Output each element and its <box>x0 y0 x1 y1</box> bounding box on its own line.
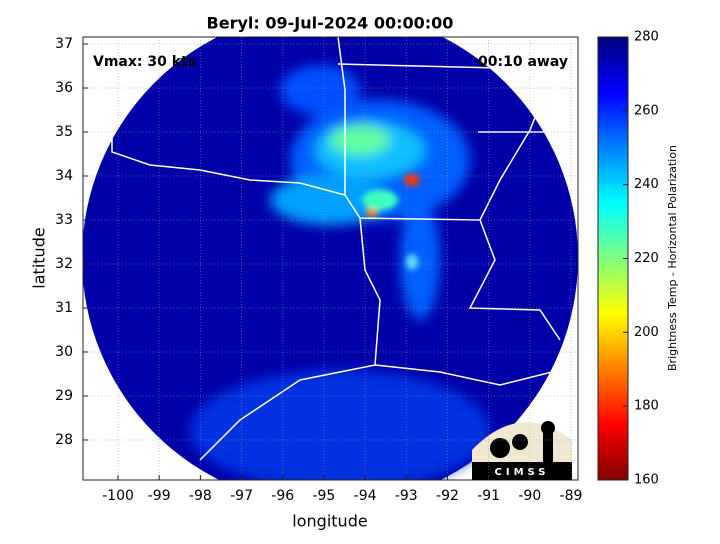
x-tick-label: -99 <box>148 488 171 504</box>
x-tick-label: -98 <box>189 488 212 504</box>
x-tick-label: -97 <box>230 488 253 504</box>
y-axis-label: latitude <box>30 227 49 288</box>
x-axis-label: longitude <box>292 512 367 531</box>
y-tick-label: 31 <box>55 300 73 316</box>
colorbar-tick-label: 260 <box>634 103 659 118</box>
y-tick-label: 34 <box>55 168 73 184</box>
colorbar-tick-label: 280 <box>634 30 659 45</box>
chart-title: Beryl: 09-Jul-2024 00:00:00 <box>207 14 454 33</box>
x-tick-label: -96 <box>271 488 294 504</box>
annotation: Vmax: 30 kts <box>93 54 196 70</box>
y-tick-label: 29 <box>55 388 73 404</box>
logo-text: CIMSS <box>495 467 550 478</box>
colorbar-tick-label: 160 <box>634 473 659 488</box>
y-tick-label: 33 <box>55 212 73 228</box>
y-tick-label: 35 <box>55 124 73 140</box>
x-tick-label: -90 <box>518 488 541 504</box>
y-tick-label: 36 <box>55 80 73 96</box>
x-tick-label: -94 <box>354 488 377 504</box>
x-tick-label: -93 <box>395 488 418 504</box>
annotation: 00:10 away <box>478 54 568 70</box>
logo: CIMSS <box>472 421 572 480</box>
x-tick-label: -89 <box>560 488 583 504</box>
map-field <box>83 37 578 480</box>
y-tick-label: 37 <box>55 36 73 52</box>
y-tick-label: 28 <box>55 432 73 448</box>
x-tick-label: -100 <box>102 488 134 504</box>
y-tick-label: 32 <box>55 256 73 272</box>
x-tick-label: -95 <box>312 488 335 504</box>
x-tick-label: -92 <box>436 488 459 504</box>
colorbar-label: Brightness Temp - Horizontal Polarizatio… <box>666 145 679 371</box>
x-tick-label: -91 <box>477 488 500 504</box>
colorbar-tick-label: 240 <box>634 177 659 192</box>
colorbar-tick-label: 220 <box>634 251 659 266</box>
colorbar-tick-label: 200 <box>634 325 659 340</box>
y-tick-label: 30 <box>55 344 73 360</box>
plot-frame <box>82 36 579 481</box>
colorbar-tick-label: 180 <box>634 399 659 414</box>
